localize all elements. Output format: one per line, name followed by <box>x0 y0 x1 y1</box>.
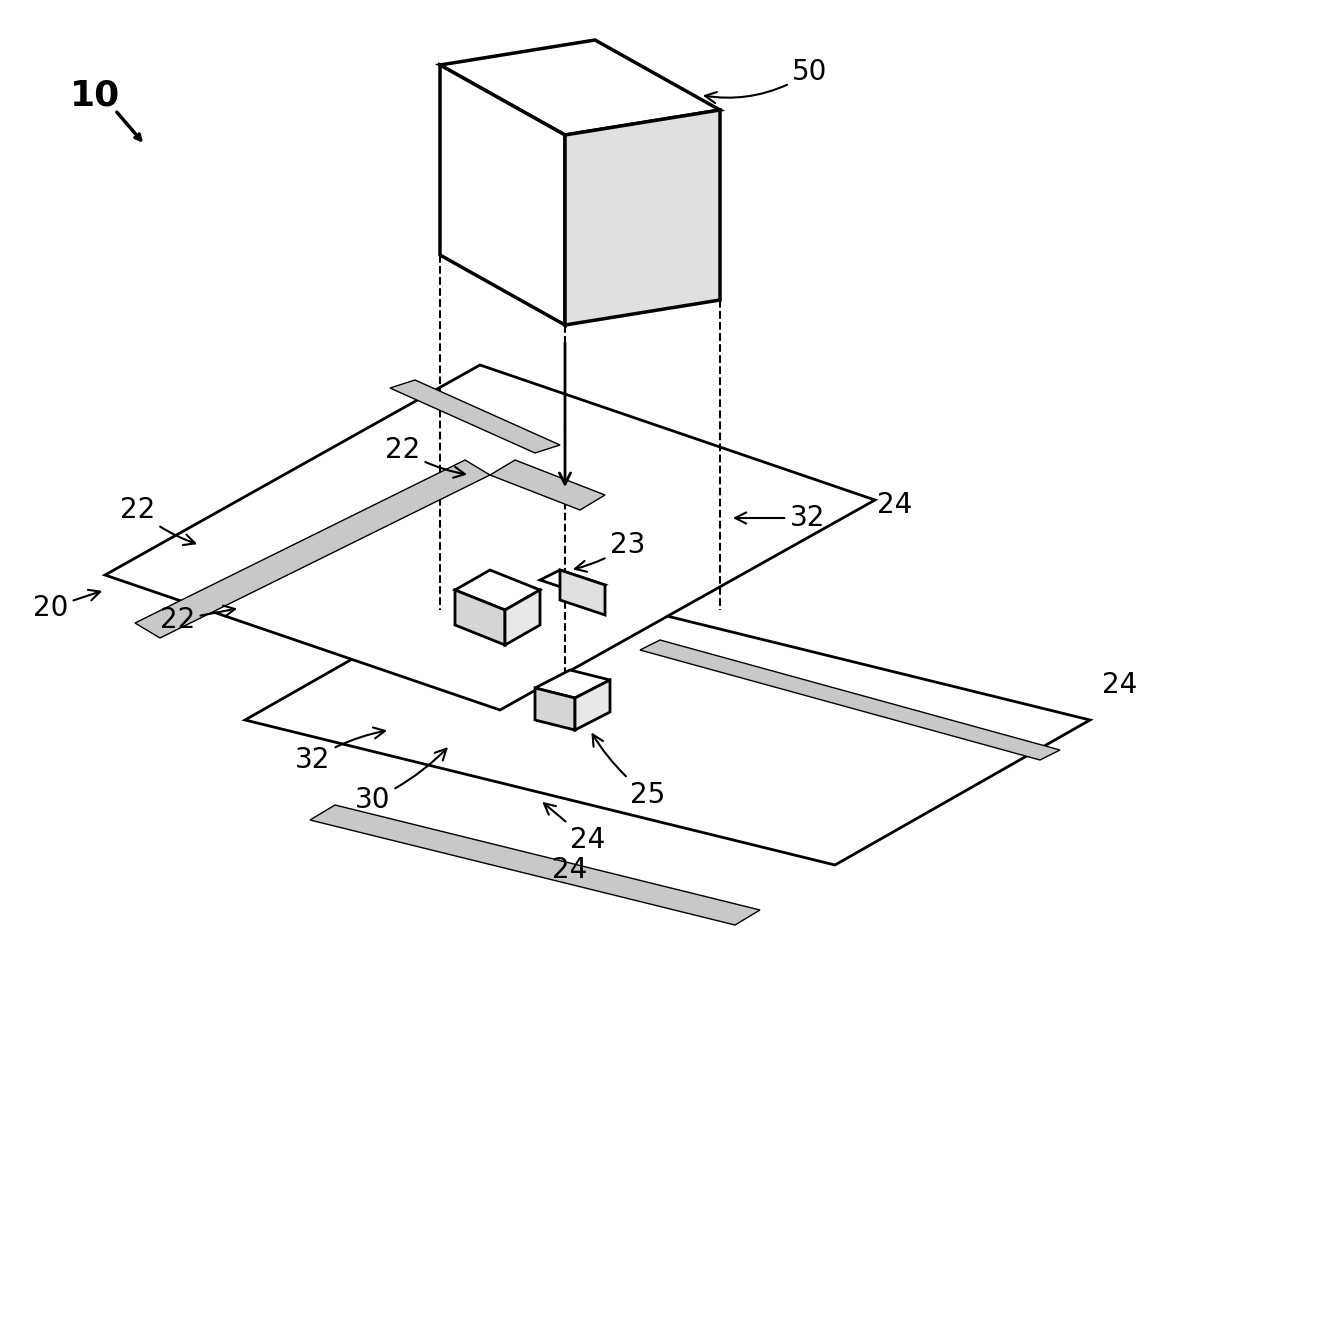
Polygon shape <box>641 640 1060 760</box>
Polygon shape <box>505 590 540 644</box>
Polygon shape <box>540 570 604 595</box>
Text: 24: 24 <box>1103 671 1138 699</box>
Polygon shape <box>456 590 505 644</box>
Polygon shape <box>535 688 575 731</box>
Text: 32: 32 <box>736 504 825 532</box>
Text: 32: 32 <box>295 728 385 774</box>
Polygon shape <box>575 680 610 731</box>
Polygon shape <box>490 460 604 511</box>
Text: 22: 22 <box>159 606 234 634</box>
Text: 24: 24 <box>544 804 606 854</box>
Text: 23: 23 <box>575 530 646 572</box>
Polygon shape <box>390 381 560 453</box>
Polygon shape <box>560 570 604 615</box>
Text: 24: 24 <box>878 491 913 518</box>
Text: 24: 24 <box>552 857 588 884</box>
Polygon shape <box>310 805 760 926</box>
Text: 22: 22 <box>385 436 465 477</box>
Text: 22: 22 <box>119 496 196 545</box>
Polygon shape <box>245 575 1089 865</box>
Text: 10: 10 <box>70 78 121 111</box>
Text: 25: 25 <box>592 735 665 809</box>
Polygon shape <box>565 110 720 325</box>
Polygon shape <box>105 365 875 709</box>
Polygon shape <box>535 670 610 697</box>
Polygon shape <box>440 65 565 325</box>
Text: 50: 50 <box>705 58 828 103</box>
Polygon shape <box>456 570 540 610</box>
Text: 20: 20 <box>32 590 100 622</box>
Polygon shape <box>440 40 720 135</box>
Text: 30: 30 <box>355 749 446 814</box>
Polygon shape <box>135 460 490 638</box>
